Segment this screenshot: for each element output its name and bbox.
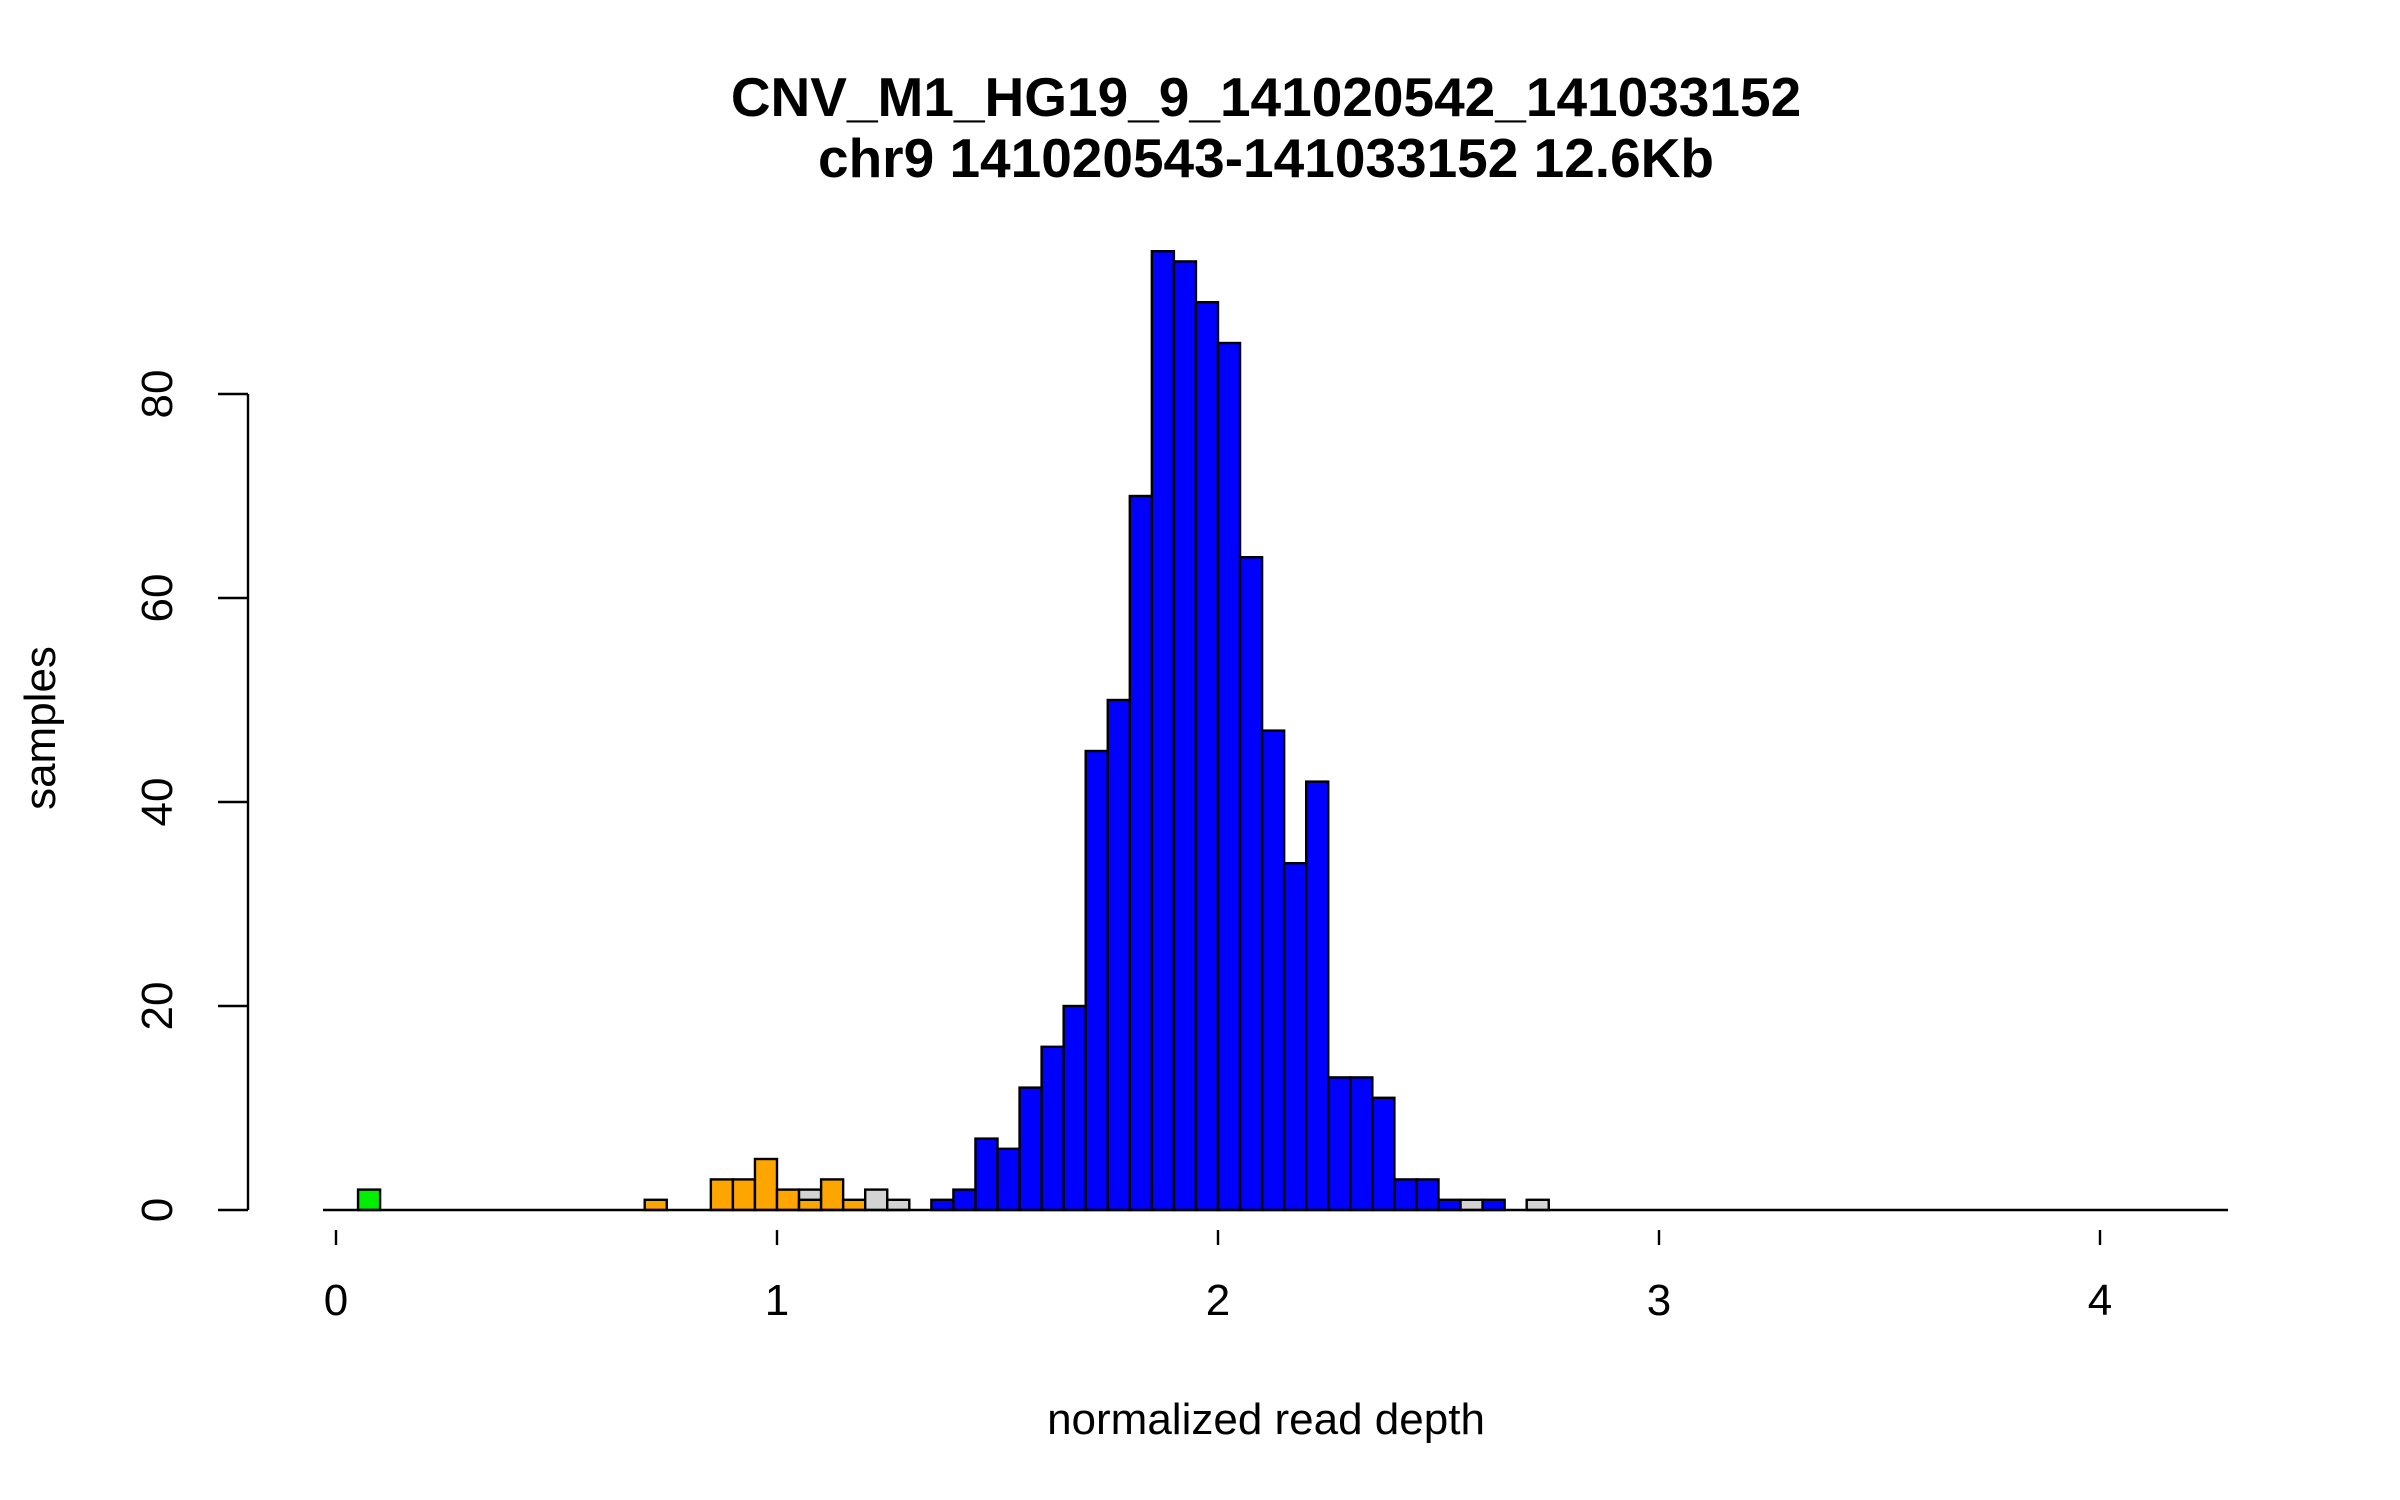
chart-title: CNV_M1_HG19_9_141020542_141033152 [731, 66, 1801, 128]
histogram-bar [1481, 1198, 1506, 1212]
histogram-bar [643, 1198, 668, 1212]
histogram-bar [1150, 249, 1176, 1212]
histogram-bar [1062, 1004, 1087, 1212]
y-tick-label: 20 [133, 982, 182, 1031]
histogram-bar [1018, 1086, 1043, 1212]
y-tick-label: 0 [133, 1198, 182, 1222]
histogram-bar [775, 1188, 801, 1212]
y-tick-label: 40 [133, 778, 182, 827]
histogram-bar [996, 1147, 1021, 1212]
histogram-bar [1459, 1198, 1484, 1212]
histogram-bar [1525, 1198, 1550, 1212]
histogram-bar [864, 1188, 889, 1212]
y-tick-label: 80 [133, 370, 182, 419]
histogram-bar [1415, 1178, 1440, 1212]
histogram-bar [797, 1198, 823, 1212]
histogram-bar [1128, 494, 1154, 1212]
y-axis: 0 20 40 60 80 [133, 370, 250, 1222]
histogram-bar [1172, 260, 1198, 1212]
histogram-bar [952, 1188, 977, 1212]
x-axis-label: normalized read depth [1047, 1395, 1485, 1444]
histogram-bar [1106, 698, 1131, 1212]
y-axis-label: samples [16, 646, 65, 810]
histogram-bar [753, 1157, 779, 1212]
histogram-bar [1216, 341, 1242, 1212]
histogram-bar [930, 1198, 955, 1212]
histogram-bar [974, 1137, 999, 1212]
chart-subtitle: chr9 141020543-141033152 12.6Kb [818, 127, 1714, 189]
histogram-bar [1393, 1178, 1418, 1212]
histogram-bar [1304, 780, 1330, 1212]
histogram-bar [819, 1178, 845, 1212]
histogram-bar [1349, 1076, 1374, 1212]
histogram-bar [841, 1198, 867, 1212]
histogram-bar [356, 1188, 382, 1212]
histogram-bar [886, 1198, 911, 1212]
histogram-bar [1282, 862, 1308, 1212]
histogram-bar [1371, 1096, 1396, 1212]
histogram-bar [731, 1178, 757, 1212]
x-tick-label: 2 [1206, 1276, 1230, 1325]
histogram-bar [1238, 556, 1264, 1212]
x-tick-label: 3 [1647, 1276, 1671, 1325]
histogram-bar [1327, 1076, 1352, 1212]
y-tick-label: 60 [133, 574, 182, 623]
histogram-bar [1084, 749, 1109, 1212]
x-tick-label: 1 [765, 1276, 789, 1325]
histogram-bar [1040, 1045, 1065, 1212]
histogram-bar [1260, 729, 1286, 1212]
x-axis: 0 1 2 3 4 [323, 1208, 2228, 1325]
histogram-bars [356, 249, 1550, 1212]
histogram-bar [709, 1178, 735, 1212]
histogram-bar [1194, 301, 1220, 1212]
x-tick-label: 4 [2088, 1276, 2112, 1325]
histogram-bar [1437, 1198, 1462, 1212]
x-tick-label: 0 [324, 1276, 348, 1325]
